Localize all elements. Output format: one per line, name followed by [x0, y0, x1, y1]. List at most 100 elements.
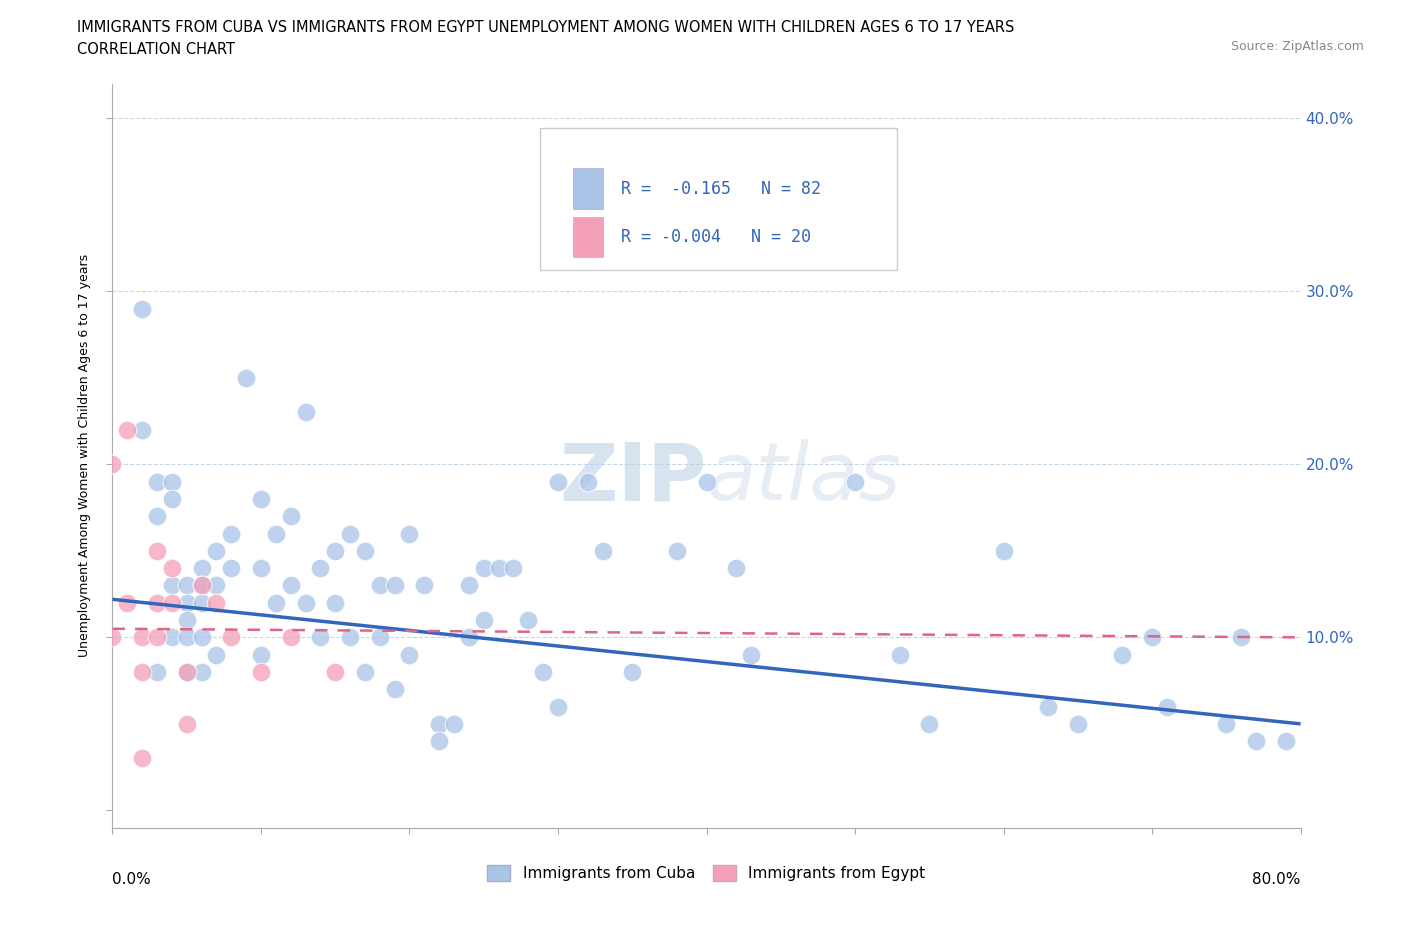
Point: [235, 370, 257, 385]
Point: [176, 716, 198, 731]
Point: [457, 630, 479, 644]
Point: [384, 682, 406, 697]
Point: [146, 595, 169, 610]
Point: [190, 578, 212, 593]
Point: [146, 509, 169, 524]
Point: [160, 578, 183, 593]
Point: [190, 630, 212, 644]
Point: [219, 561, 242, 576]
Point: [740, 647, 762, 662]
Point: [250, 665, 273, 680]
Point: [131, 751, 153, 766]
Point: [294, 595, 316, 610]
Point: [398, 526, 420, 541]
Text: atlas: atlas: [707, 439, 901, 517]
Point: [531, 665, 554, 680]
Point: [117, 422, 139, 437]
Point: [205, 647, 228, 662]
Point: [576, 474, 599, 489]
Point: [844, 474, 866, 489]
Point: [1244, 734, 1267, 749]
Point: [1067, 716, 1090, 731]
Point: [309, 630, 332, 644]
Legend: Immigrants from Cuba, Immigrants from Egypt: Immigrants from Cuba, Immigrants from Eg…: [481, 858, 932, 887]
Point: [354, 543, 377, 558]
Text: IMMIGRANTS FROM CUBA VS IMMIGRANTS FROM EGYPT UNEMPLOYMENT AMONG WOMEN WITH CHIL: IMMIGRANTS FROM CUBA VS IMMIGRANTS FROM …: [77, 20, 1015, 35]
Point: [176, 665, 198, 680]
Y-axis label: Unemployment Among Women with Children Ages 6 to 17 years: Unemployment Among Women with Children A…: [77, 254, 91, 658]
Point: [160, 561, 183, 576]
Point: [176, 578, 198, 593]
Point: [354, 665, 377, 680]
Point: [250, 647, 273, 662]
Point: [547, 699, 569, 714]
Point: [294, 405, 316, 419]
Point: [323, 665, 346, 680]
Point: [176, 613, 198, 628]
Point: [1156, 699, 1178, 714]
Point: [280, 630, 302, 644]
Point: [160, 630, 183, 644]
Point: [131, 630, 153, 644]
Point: [725, 561, 748, 576]
Point: [665, 543, 688, 558]
Point: [205, 578, 228, 593]
Point: [339, 526, 361, 541]
Point: [131, 665, 153, 680]
Point: [1230, 630, 1253, 644]
Point: [205, 543, 228, 558]
Point: [547, 474, 569, 489]
Point: [1274, 734, 1296, 749]
Point: [592, 543, 614, 558]
Point: [160, 474, 183, 489]
Point: [190, 578, 212, 593]
Point: [264, 595, 287, 610]
Point: [696, 474, 718, 489]
Point: [368, 578, 391, 593]
FancyBboxPatch shape: [540, 128, 897, 270]
Point: [398, 647, 420, 662]
Bar: [574, 168, 603, 209]
Point: [146, 630, 169, 644]
Point: [190, 595, 212, 610]
Point: [339, 630, 361, 644]
Point: [205, 595, 228, 610]
Point: [131, 301, 153, 316]
Point: [117, 595, 139, 610]
Point: [502, 561, 524, 576]
Point: [146, 665, 169, 680]
Point: [250, 492, 273, 507]
Point: [280, 578, 302, 593]
Point: [309, 561, 332, 576]
Point: [413, 578, 436, 593]
Bar: [574, 217, 603, 258]
Point: [443, 716, 465, 731]
Text: 80.0%: 80.0%: [1253, 872, 1301, 887]
Text: R = -0.004   N = 20: R = -0.004 N = 20: [621, 228, 811, 246]
Point: [918, 716, 941, 731]
Point: [219, 526, 242, 541]
Point: [1036, 699, 1059, 714]
Point: [176, 595, 198, 610]
Text: R =  -0.165   N = 82: R = -0.165 N = 82: [621, 179, 821, 198]
Text: ZIP: ZIP: [560, 439, 707, 517]
Text: Source: ZipAtlas.com: Source: ZipAtlas.com: [1230, 40, 1364, 53]
Point: [517, 613, 540, 628]
Point: [384, 578, 406, 593]
Point: [368, 630, 391, 644]
Point: [190, 665, 212, 680]
Point: [323, 595, 346, 610]
Point: [1140, 630, 1163, 644]
Text: CORRELATION CHART: CORRELATION CHART: [77, 42, 235, 57]
Point: [264, 526, 287, 541]
Point: [190, 561, 212, 576]
Point: [160, 595, 183, 610]
Point: [176, 665, 198, 680]
Point: [472, 613, 495, 628]
Point: [457, 578, 479, 593]
Point: [280, 509, 302, 524]
Point: [472, 561, 495, 576]
Point: [160, 492, 183, 507]
Point: [427, 716, 450, 731]
Point: [250, 561, 273, 576]
